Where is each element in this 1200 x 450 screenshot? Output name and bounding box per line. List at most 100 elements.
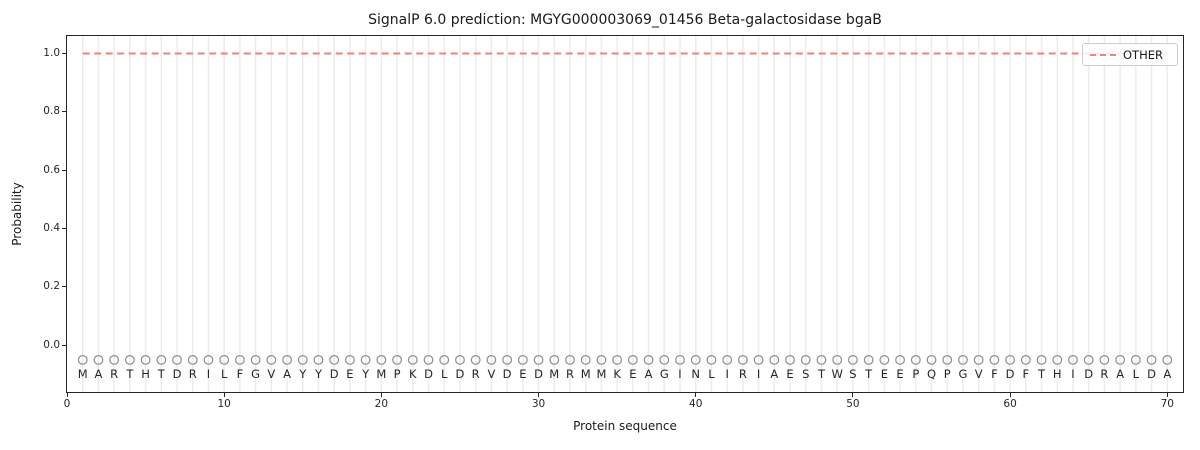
residue-marker	[627, 355, 638, 365]
residue-marker	[926, 355, 937, 365]
residue-letter: A	[644, 367, 653, 382]
y-tick-label: 0.6	[43, 163, 60, 176]
residue-marker	[753, 355, 764, 365]
residue-marker	[816, 355, 827, 365]
residue-marker	[737, 355, 748, 365]
residue-letter: P	[393, 367, 401, 382]
y-tick-label: 1.0	[43, 47, 60, 59]
residue-marker	[172, 355, 182, 365]
residue-letter: Y	[299, 367, 307, 382]
residue-marker	[533, 355, 544, 365]
residue-letter: T	[865, 367, 873, 382]
residue-letter: A	[94, 367, 103, 382]
residue-marker	[1036, 355, 1047, 365]
x-tick-label: 10	[217, 398, 231, 410]
residue-letter: G	[251, 367, 261, 382]
residue-marker	[282, 355, 292, 365]
y-tick-mark	[62, 344, 66, 346]
residue-marker	[848, 355, 858, 365]
residue-letter: S	[849, 367, 857, 382]
residue-letter: R	[110, 367, 119, 382]
residue-letter: I	[206, 367, 211, 382]
y-tick-mark	[62, 169, 66, 171]
residue-marker	[910, 355, 921, 365]
residue-letter: D	[455, 367, 465, 382]
x-tick-label: 70	[1160, 398, 1174, 410]
residue-marker	[1146, 355, 1157, 365]
residue-marker	[345, 355, 355, 365]
residue-letter: Q	[926, 367, 937, 382]
residue-letter: A	[283, 367, 291, 382]
residue-letter: D	[534, 367, 543, 382]
residue-letter: K	[409, 367, 417, 382]
residue-letter: E	[346, 367, 354, 382]
y-tick-mark	[62, 53, 66, 54]
residue-marker	[219, 355, 230, 365]
residue-marker	[565, 355, 575, 365]
plot-area	[77, 36, 1173, 392]
residue-letter: G	[958, 367, 968, 382]
residue-letter: E	[786, 367, 794, 382]
residue-letter: R	[738, 367, 747, 382]
y-tick-label: 0.8	[43, 105, 60, 118]
residue-marker	[1162, 355, 1173, 365]
residue-marker	[690, 355, 701, 365]
x-tick-mark	[852, 393, 854, 397]
x-tick-mark	[223, 393, 225, 397]
residue-marker	[1005, 355, 1015, 365]
residue-letter: D	[1005, 367, 1015, 382]
residue-letter: T	[126, 367, 134, 382]
residue-letter: K	[613, 367, 621, 382]
x-tick-mark	[538, 393, 540, 397]
residue-marker	[769, 355, 780, 365]
residue-marker	[863, 355, 874, 365]
residue-marker	[502, 355, 513, 365]
residue-marker	[392, 355, 402, 365]
residue-marker	[250, 355, 261, 365]
residue-marker	[376, 355, 387, 365]
residue-letter: F	[236, 367, 244, 382]
residue-letter: E	[629, 367, 637, 382]
residue-letter: I	[725, 367, 729, 382]
residue-marker	[832, 355, 843, 365]
legend: OTHER	[1082, 43, 1178, 66]
residue-marker	[1052, 355, 1063, 365]
residue-marker	[989, 355, 1000, 365]
residue-marker	[455, 355, 465, 365]
residue-letter: Y	[362, 367, 370, 382]
x-tick-mark	[1166, 393, 1168, 397]
residue-marker	[313, 355, 324, 365]
residue-marker	[93, 355, 104, 365]
residue-letter: D	[424, 367, 433, 382]
residue-letter: T	[817, 367, 825, 382]
residue-marker	[203, 355, 214, 365]
residue-letter: E	[519, 367, 527, 382]
residue-letter: D	[1084, 367, 1094, 382]
legend-dashed-line-sample	[1090, 53, 1116, 56]
residue-marker	[596, 355, 607, 365]
residue-marker	[109, 355, 120, 365]
residue-marker	[659, 355, 670, 365]
x-tick-mark	[695, 393, 697, 397]
residue-marker	[1020, 355, 1031, 365]
residue-letter: A	[1116, 367, 1125, 382]
residue-letter: I	[756, 367, 761, 382]
residue-letter: L	[220, 367, 228, 382]
residue-letter: M	[77, 367, 88, 382]
residue-letter: M	[376, 367, 387, 382]
residue-marker	[706, 355, 717, 365]
residue-letter: P	[912, 367, 920, 382]
residue-letter: M	[580, 367, 591, 382]
residue-marker	[517, 355, 528, 365]
y-tick-mark	[62, 111, 66, 113]
residue-marker	[958, 355, 968, 365]
residue-letter: D	[329, 367, 339, 382]
residue-letter: D	[172, 367, 182, 382]
residue-marker	[675, 355, 685, 365]
residue-marker	[360, 355, 371, 365]
residue-marker	[612, 355, 623, 365]
residue-marker	[124, 355, 135, 365]
legend-label-other: OTHER	[1123, 47, 1163, 62]
residue-marker	[879, 355, 890, 365]
